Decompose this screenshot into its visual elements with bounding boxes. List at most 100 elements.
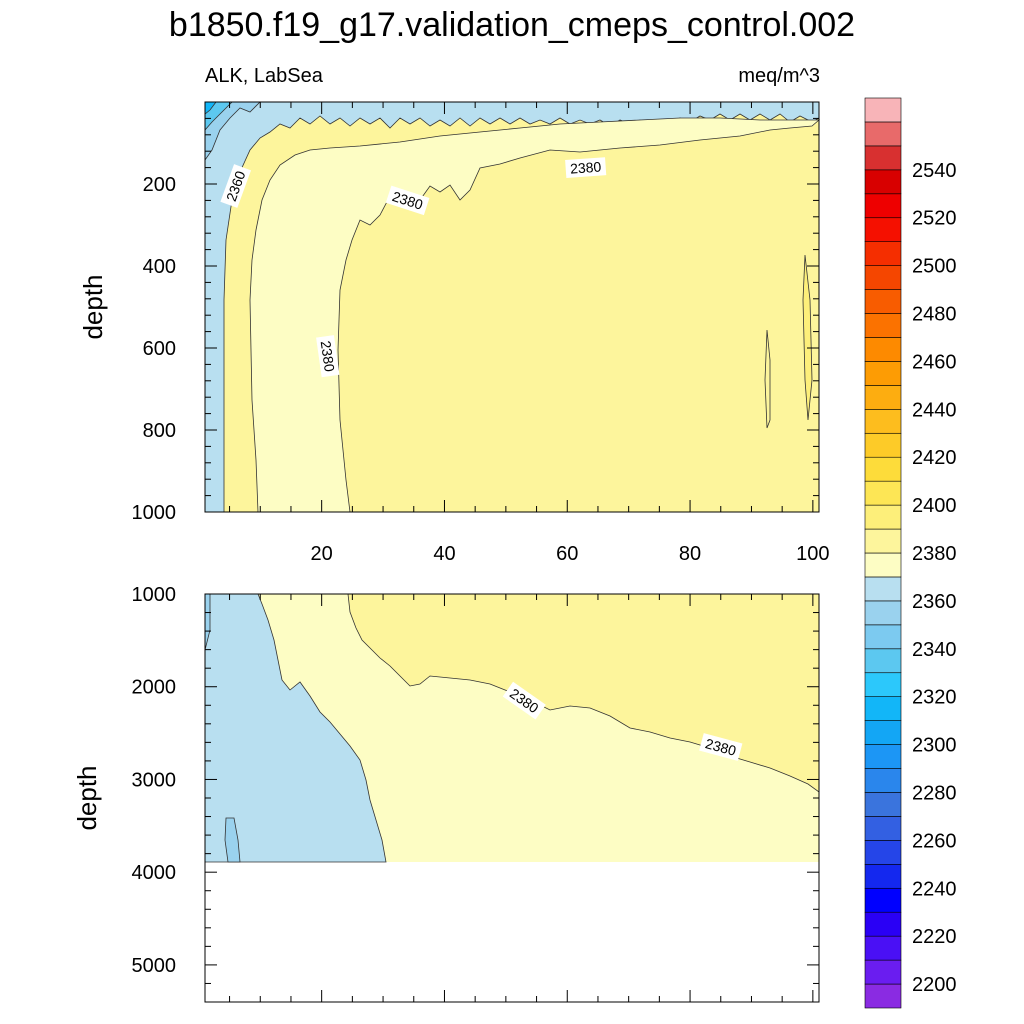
contour-label: 2380 <box>565 157 607 178</box>
colorbar-swatch <box>864 504 902 530</box>
y-tick-label: 4000 <box>132 862 177 884</box>
x-tick-label: 20 <box>311 543 333 565</box>
lower-y-axis: 1000 2000 3000 4000 5000 <box>132 584 819 1003</box>
x-tick-label: 100 <box>796 543 829 565</box>
colorbar-swatch <box>864 887 902 913</box>
colorbar-swatch <box>864 121 902 147</box>
region-2360-lower <box>204 593 387 863</box>
colorbar-swatch <box>864 744 902 769</box>
figure-title: b1850.f19_g17.validation_cmeps_control.0… <box>169 6 855 44</box>
colorbar-label: 2500 <box>912 256 957 278</box>
colorbar-swatch <box>864 672 902 697</box>
colorbar-swatch <box>864 648 902 674</box>
contour-label-bg <box>385 185 430 216</box>
region-2350 <box>204 101 261 162</box>
region-2380-lower <box>347 593 820 793</box>
colorbar-label: 2320 <box>912 687 957 709</box>
contour-label: 2380 <box>316 335 340 378</box>
region-2350-lower <box>224 817 241 863</box>
contour-label-text: 2380 <box>318 340 338 373</box>
colorbar-swatch <box>864 816 902 841</box>
y-tick-label: 600 <box>143 338 176 360</box>
colorbar-swatch <box>864 720 902 745</box>
colorbar-label: 2300 <box>912 735 957 757</box>
colorbar-swatch <box>864 624 902 650</box>
colorbar-swatch <box>864 432 902 458</box>
colorbar-swatch <box>864 97 902 123</box>
y-tick-label: 400 <box>143 256 176 278</box>
colorbar-label: 2260 <box>912 830 957 852</box>
colorbar-swatch <box>864 456 902 482</box>
upper-ylabel: depth <box>78 274 108 339</box>
colorbar-label: 2360 <box>912 591 957 613</box>
y-tick-label: 1000 <box>132 584 177 606</box>
contour-label: 2380 <box>699 733 743 761</box>
colorbar-label: 2400 <box>912 495 957 517</box>
colorbar-swatch <box>864 528 902 554</box>
colorbar-swatch <box>864 169 902 195</box>
lower-x-axis <box>229 594 814 1002</box>
y-tick-label: 5000 <box>132 955 177 977</box>
contour-label-bg <box>502 681 546 720</box>
upper-y-axis: 200 400 600 800 1000 <box>132 101 819 524</box>
contour-label-bg <box>699 733 743 761</box>
colorbar-label: 2380 <box>912 543 957 565</box>
colorbar-swatch <box>864 480 902 506</box>
contour-line-2390-small <box>764 329 771 429</box>
colorbar-label: 2480 <box>912 304 957 326</box>
colorbar-swatch <box>864 935 902 961</box>
colorbar-label: 2240 <box>912 878 957 900</box>
region-2370 <box>249 117 821 513</box>
colorbar-swatch <box>864 696 902 721</box>
colorbar-swatch <box>864 241 902 266</box>
upper-x-axis: 20 40 60 80 100 <box>229 102 830 565</box>
units-label: meq/m^3 <box>738 65 820 87</box>
upper-panel-frame <box>204 101 820 513</box>
colorbar-label: 2340 <box>912 639 957 661</box>
y-tick-label: 2000 <box>132 677 177 699</box>
colorbar-swatch <box>864 864 902 889</box>
colorbar-swatch <box>864 600 902 626</box>
colorbar-label: 2520 <box>912 208 957 230</box>
x-tick-label: 40 <box>433 543 455 565</box>
colorbar-swatch <box>864 193 902 219</box>
lower-ylabel: depth <box>72 765 102 830</box>
colorbar-label: 2440 <box>912 399 957 421</box>
colorbar-label: 2280 <box>912 782 957 804</box>
colorbar-swatch <box>864 768 902 793</box>
colorbar-swatch <box>864 361 902 386</box>
y-tick-label: 200 <box>143 174 176 196</box>
y-tick-label: 1000 <box>132 502 177 524</box>
contour-label-text: 2380 <box>570 159 602 177</box>
colorbar-swatch <box>864 552 902 578</box>
colorbar-swatch <box>864 385 902 410</box>
colorbar-swatch <box>864 840 902 865</box>
colorbar-label: 2460 <box>912 351 957 373</box>
x-tick-label: 60 <box>556 543 578 565</box>
colorbar-swatch <box>864 792 902 817</box>
region-2390 <box>802 254 813 421</box>
variable-label: ALK, LabSea <box>205 65 324 87</box>
colorbar-swatch <box>864 289 902 314</box>
contour-label-bg <box>220 164 251 208</box>
y-tick-label: 3000 <box>132 769 177 791</box>
contour-label-bg <box>316 335 340 378</box>
x-tick-label: 80 <box>679 543 701 565</box>
colorbar-swatch <box>864 217 902 242</box>
contour-label-text: 2380 <box>704 735 738 759</box>
colorbar-swatch <box>864 911 902 937</box>
colorbar-swatch <box>864 576 902 602</box>
colorbar-swatch <box>864 313 902 338</box>
colorbar-swatch <box>864 959 902 985</box>
colorbar-swatch <box>864 265 902 290</box>
y-tick-label: 800 <box>143 420 176 442</box>
colorbar-label: 2540 <box>912 160 957 182</box>
colorbar-label: 2220 <box>912 926 957 948</box>
colorbar-label: 2200 <box>912 974 957 996</box>
contour-label-bg <box>565 157 607 178</box>
